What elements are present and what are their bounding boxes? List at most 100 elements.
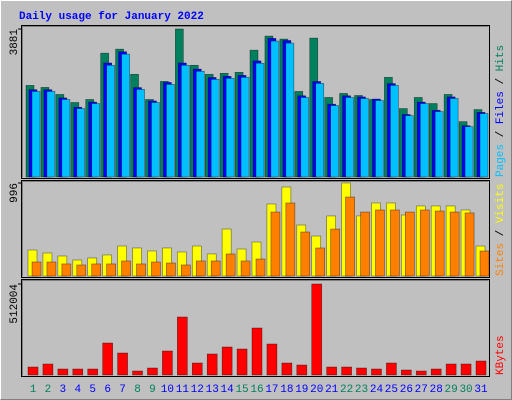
bar: [132, 370, 143, 376]
bar: [285, 202, 296, 277]
bar: [464, 126, 474, 178]
bar: [31, 261, 42, 277]
bar: [475, 360, 487, 376]
bar: [460, 363, 472, 376]
bar: [390, 85, 399, 178]
x-tick-label: 3: [60, 384, 67, 396]
bar: [390, 209, 400, 277]
bar: [430, 368, 442, 376]
bar: [270, 40, 280, 178]
bar: [449, 98, 459, 178]
bar: [210, 260, 221, 277]
panel-bevel: [22, 280, 489, 376]
x-tick-label: 8: [134, 384, 141, 396]
bar: [46, 261, 57, 277]
bar: [386, 362, 397, 376]
bar: [106, 64, 115, 178]
bar: [87, 368, 99, 376]
legend-separator: /: [495, 124, 507, 144]
bar: [225, 78, 235, 178]
x-tick-label: 21: [325, 384, 339, 396]
bar: [181, 264, 191, 277]
x-tick-label: 13: [206, 384, 219, 396]
bar: [419, 103, 429, 178]
bar: [76, 108, 86, 178]
bar: [151, 261, 161, 277]
bar: [31, 91, 41, 178]
bar: [285, 42, 295, 178]
bar: [166, 262, 176, 277]
bar: [434, 210, 445, 277]
x-tick-label: 24: [370, 384, 384, 396]
bar: [360, 211, 370, 277]
bar: [345, 196, 355, 277]
bar: [177, 316, 188, 376]
x-tick-label: 9: [149, 384, 156, 396]
bar: [405, 115, 414, 178]
x-tick-label: 16: [250, 384, 263, 396]
x-tick-label: 4: [74, 384, 81, 396]
bar: [255, 62, 265, 178]
y-tick-label: 3881: [9, 29, 21, 56]
bar: [162, 350, 173, 376]
x-tick-label: 5: [89, 384, 96, 396]
bar: [341, 366, 352, 376]
bar: [61, 263, 72, 277]
chart-title: Daily usage for January 2022: [19, 11, 204, 23]
bar: [360, 98, 369, 178]
bar: [147, 367, 158, 376]
bar: [121, 53, 130, 178]
x-tick-label: 20: [310, 384, 323, 396]
bar: [281, 362, 293, 376]
legend-separator: /: [495, 71, 507, 91]
bar: [315, 83, 325, 178]
x-tick-label: 28: [430, 384, 443, 396]
bar: [255, 258, 266, 277]
legend-entry: Files: [495, 91, 507, 124]
x-tick-label: 7: [119, 384, 126, 396]
legend-entry: Hits: [495, 45, 507, 71]
bar: [464, 212, 475, 277]
x-tick-label: 12: [191, 384, 204, 396]
x-tick-label: 19: [295, 384, 308, 396]
bar: [206, 353, 218, 376]
bar: [270, 211, 281, 277]
x-tick-label: 25: [385, 384, 398, 396]
bar: [315, 247, 326, 277]
bar: [91, 263, 102, 277]
bar: [479, 250, 490, 277]
bar: [57, 368, 69, 376]
bar: [356, 367, 367, 376]
bar: [27, 366, 39, 376]
bar: [405, 211, 415, 277]
bar: [445, 363, 457, 376]
bar: [181, 64, 190, 178]
x-tick-label: 10: [161, 384, 174, 396]
legend-separator: /: [495, 223, 507, 243]
bar: [166, 84, 175, 178]
legend: KBytes: [495, 335, 507, 375]
x-tick-label: 22: [340, 384, 353, 396]
bar: [151, 102, 160, 178]
bar: [195, 260, 206, 277]
legend: Sites / Visits: [495, 184, 507, 276]
bar: [106, 263, 116, 277]
bar: [371, 368, 382, 376]
bar: [401, 369, 412, 376]
x-tick-label: 6: [104, 384, 111, 396]
x-tick-label: 30: [459, 384, 472, 396]
panel-bevel: [22, 26, 489, 178]
x-tick-label: 2: [45, 384, 52, 396]
legend-entry: KBytes: [495, 335, 507, 375]
bar: [375, 209, 385, 277]
bar: [46, 91, 56, 178]
x-tick-label: 14: [221, 384, 235, 396]
bar: [296, 364, 308, 376]
legend: Pages / Files / Hits: [495, 45, 507, 177]
bar: [136, 89, 145, 178]
x-tick-label: 1: [30, 384, 37, 396]
bar: [479, 113, 489, 178]
bar: [300, 97, 310, 178]
bar: [240, 77, 250, 178]
